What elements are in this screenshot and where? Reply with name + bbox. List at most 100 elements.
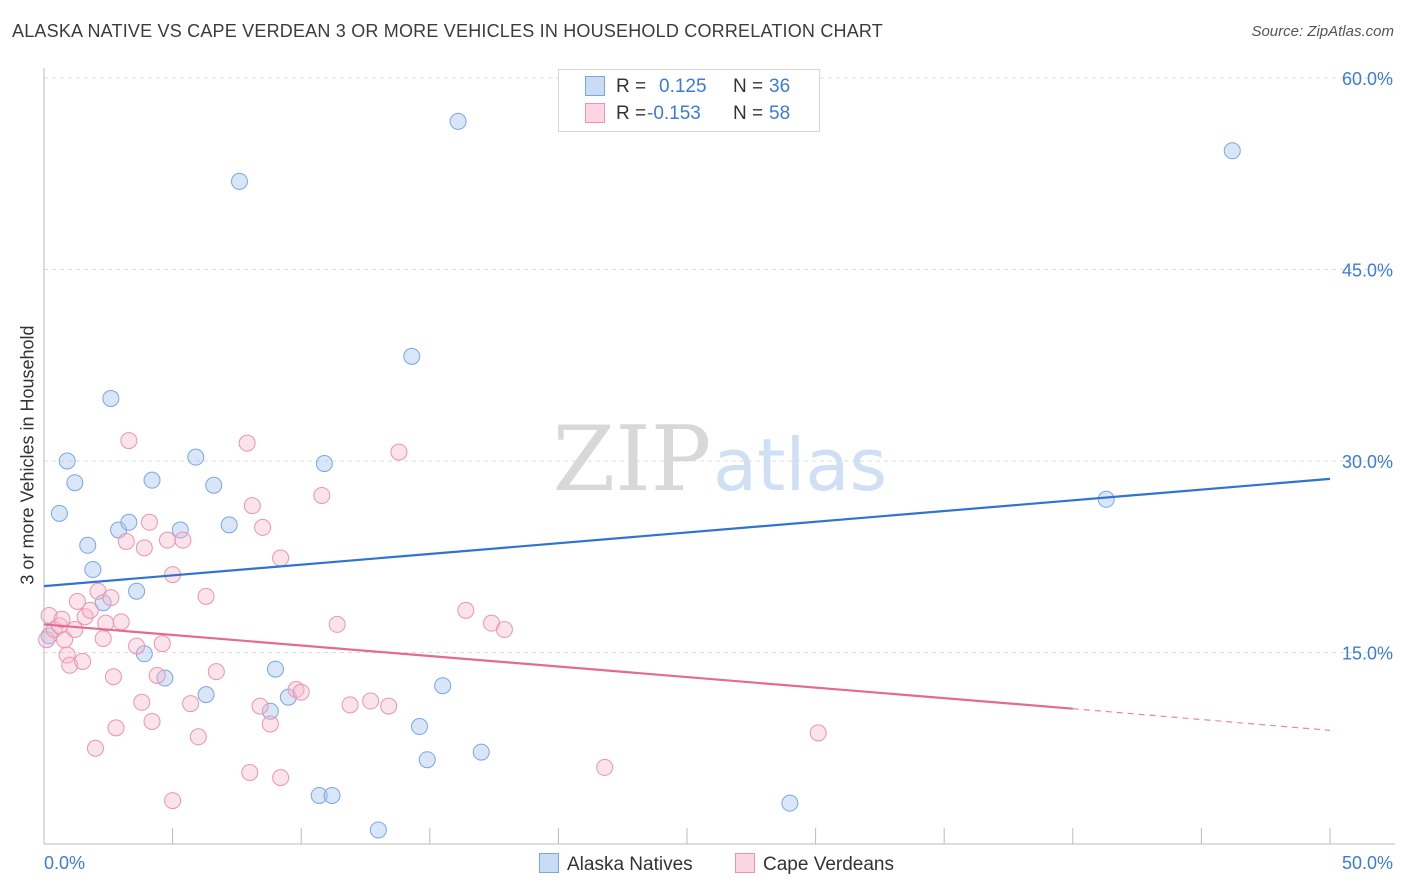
bottom-legend-swatch-cape-verdeans	[735, 853, 755, 873]
point-alaska-natives	[418, 751, 436, 769]
bottom-legend-cape-verdeans: Cape Verdeans	[735, 853, 894, 876]
tick-labels: 15.0% 30.0% 45.0% 60.0% 0.0% 50.0%	[44, 69, 1393, 873]
trend-lines	[43, 477, 1331, 731]
point-cape-verdeans	[120, 432, 138, 450]
point-cape-verdeans	[86, 739, 104, 757]
source-credit: Source: ZipAtlas.com	[1251, 23, 1394, 40]
bottom-legend-label: Alaska Natives	[567, 854, 693, 875]
point-alaska-natives	[369, 821, 387, 839]
legend-n-label: N =	[733, 76, 764, 97]
y-tick-label: 30.0%	[1342, 452, 1393, 472]
point-cape-verdeans	[313, 486, 331, 504]
point-alaska-natives	[261, 702, 279, 720]
point-cape-verdeans	[135, 539, 153, 557]
point-alaska-natives	[79, 536, 97, 554]
point-alaska-natives	[1223, 142, 1241, 160]
point-cape-verdeans	[457, 601, 475, 619]
point-cape-verdeans	[133, 693, 151, 711]
watermark-atlas: atlas	[713, 423, 887, 507]
trend-line-alaska-natives	[43, 477, 1331, 588]
point-cape-verdeans	[241, 764, 259, 782]
point-cape-verdeans	[94, 629, 112, 647]
point-alaska-natives	[102, 389, 120, 407]
watermark-zip: ZIP	[553, 407, 712, 512]
y-axis-label: 3 or more Vehicles in Household	[17, 325, 38, 585]
watermark: ZIP atlas	[553, 407, 887, 512]
point-alaska-natives	[171, 521, 189, 539]
point-alaska-natives	[205, 476, 223, 494]
legend-n-value: 58	[769, 103, 791, 124]
point-cape-verdeans	[207, 663, 225, 681]
axes	[43, 68, 1395, 845]
point-cape-verdeans	[143, 712, 161, 730]
point-cape-verdeans	[53, 610, 71, 628]
point-cape-verdeans	[243, 497, 261, 515]
bottom-legend-swatch-alaska-natives	[539, 853, 559, 873]
point-cape-verdeans	[272, 549, 290, 567]
point-cape-verdeans	[140, 513, 158, 531]
legend-n-label: N =	[733, 103, 764, 124]
legend-n-value: 36	[769, 76, 791, 97]
point-alaska-natives	[58, 452, 76, 470]
legend-r-label: R =	[616, 103, 647, 124]
point-alaska-natives	[128, 582, 146, 600]
point-cape-verdeans	[148, 666, 166, 684]
point-alaska-natives	[1097, 490, 1115, 508]
point-alaska-natives	[434, 677, 452, 695]
point-alaska-natives	[197, 686, 215, 704]
point-alaska-natives	[266, 660, 284, 678]
point-cape-verdeans	[81, 601, 99, 619]
point-cape-verdeans	[174, 531, 192, 549]
point-cape-verdeans	[112, 613, 130, 631]
trend-line-extension-cape-verdeans	[1072, 708, 1331, 731]
point-alaska-natives	[449, 112, 467, 130]
correlation-legend: R = 0.125 N = 36 R = -0.153 N = 58	[558, 69, 820, 132]
y-tick-label: 60.0%	[1342, 69, 1393, 89]
point-alaska-natives	[66, 474, 84, 492]
point-cape-verdeans	[66, 621, 84, 639]
point-cape-verdeans	[117, 532, 135, 550]
x-tick-label: 0.0%	[44, 853, 85, 873]
x-tick-label: 50.0%	[1342, 853, 1393, 873]
point-cape-verdeans	[128, 637, 146, 655]
point-cape-verdeans	[182, 695, 200, 713]
point-alaska-natives	[310, 786, 328, 804]
point-alaska-natives	[403, 347, 421, 365]
point-cape-verdeans	[809, 724, 827, 742]
point-alaska-natives	[411, 718, 429, 736]
legend-r-label: R =	[616, 76, 647, 97]
point-alaska-natives	[323, 786, 341, 804]
point-cape-verdeans	[104, 668, 122, 686]
legend-r-value: -0.153	[647, 103, 701, 124]
point-cape-verdeans	[254, 518, 272, 536]
trend-line-cape-verdeans	[43, 623, 1073, 710]
point-cape-verdeans	[158, 531, 176, 549]
point-cape-verdeans	[380, 697, 398, 715]
point-cape-verdeans	[197, 587, 215, 605]
point-cape-verdeans	[74, 652, 92, 670]
y-tick-label: 15.0%	[1342, 644, 1393, 664]
point-alaska-natives	[84, 561, 102, 579]
gridlines	[44, 77, 1395, 653]
point-cape-verdeans	[272, 769, 290, 787]
data-points	[38, 112, 1241, 839]
point-cape-verdeans	[341, 696, 359, 714]
bottom-legend-alaska-natives: Alaska Natives	[539, 853, 693, 876]
point-cape-verdeans	[238, 434, 256, 452]
point-alaska-natives	[315, 455, 333, 473]
point-cape-verdeans	[164, 792, 182, 810]
bottom-legend-label: Cape Verdeans	[763, 854, 894, 875]
point-alaska-natives	[781, 794, 799, 812]
legend-r-value: 0.125	[659, 76, 707, 97]
point-alaska-natives	[472, 743, 490, 761]
point-alaska-natives	[50, 504, 68, 522]
legend-swatch-cape-verdeans	[585, 103, 605, 123]
point-cape-verdeans	[251, 697, 269, 715]
point-cape-verdeans	[292, 683, 310, 701]
point-cape-verdeans	[362, 692, 380, 710]
point-alaska-natives	[187, 448, 205, 466]
point-cape-verdeans	[102, 589, 120, 607]
point-cape-verdeans	[189, 728, 207, 746]
point-cape-verdeans	[153, 635, 171, 653]
